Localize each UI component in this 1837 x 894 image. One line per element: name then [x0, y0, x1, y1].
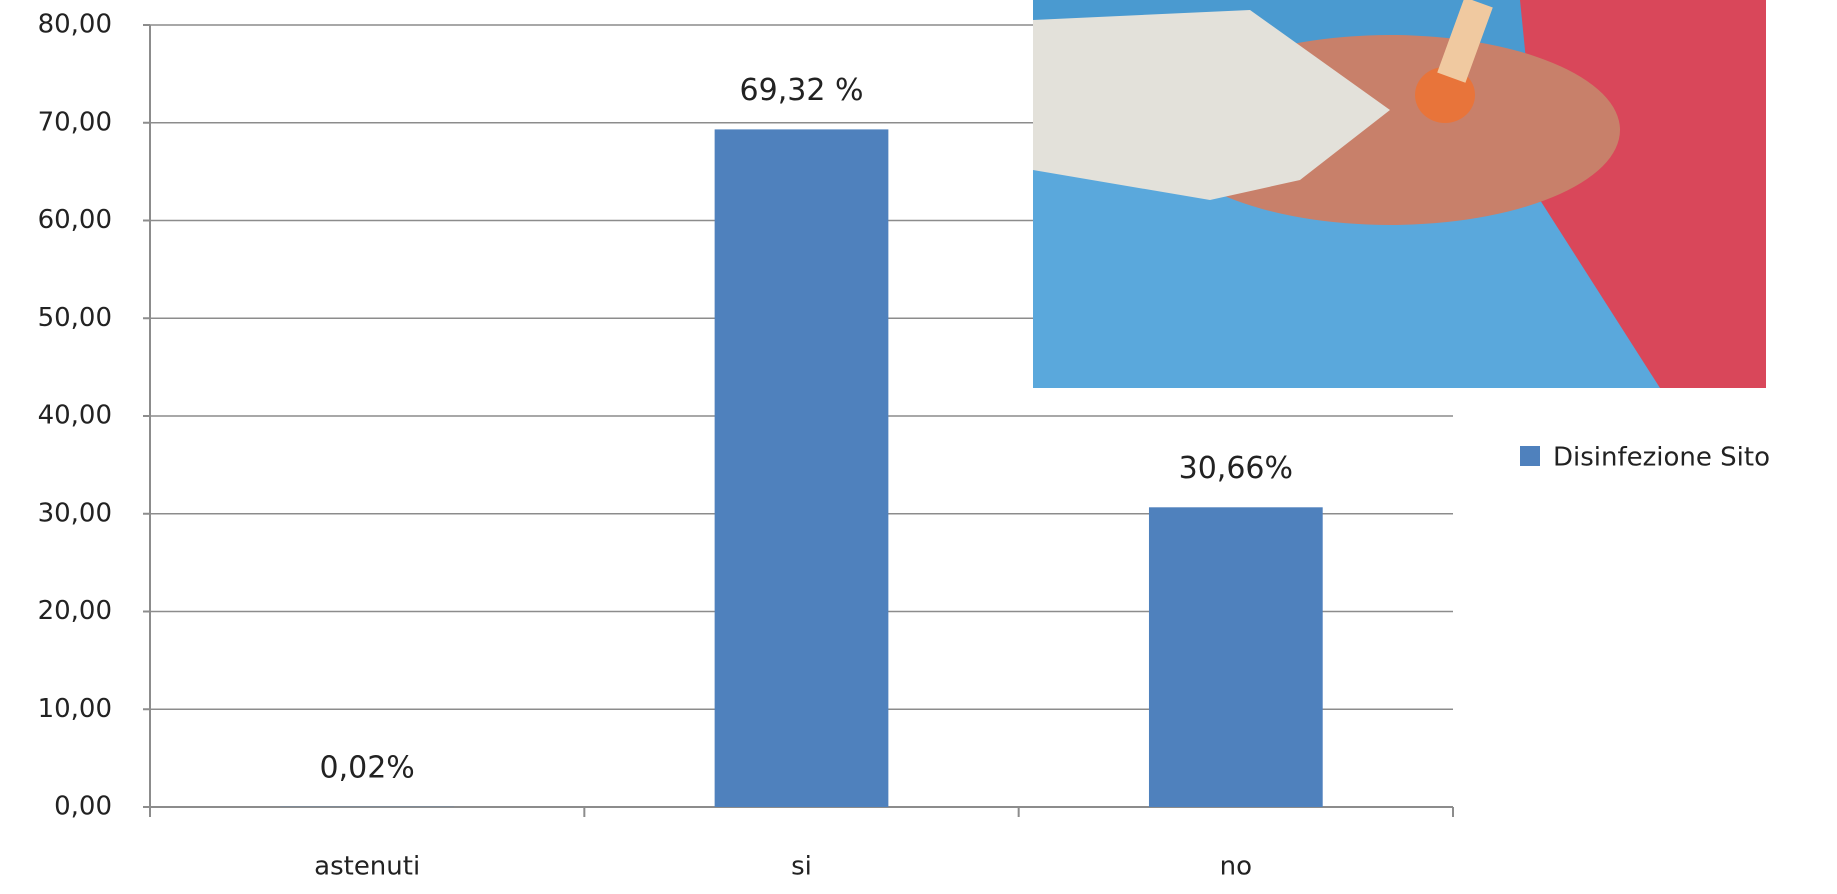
data-label: 69,32 %	[740, 73, 864, 108]
bar	[714, 129, 889, 808]
data-label: 30,66%	[1179, 451, 1293, 486]
y-tick-label: 60,00	[38, 205, 112, 235]
bar	[1148, 507, 1323, 807]
y-tick-label: 30,00	[38, 498, 112, 528]
y-tick-label: 80,00	[38, 10, 112, 40]
legend-label: Disinfezione Sito	[1553, 443, 1770, 473]
x-tick-label: astenuti	[314, 852, 420, 882]
data-label: 0,02%	[320, 750, 415, 785]
y-tick-label: 70,00	[38, 107, 112, 137]
y-tick-label: 0,00	[54, 792, 112, 822]
y-tick-label: 40,00	[38, 401, 112, 431]
legend-swatch	[1520, 446, 1540, 466]
y-tick-label: 20,00	[38, 596, 112, 626]
x-tick-label: si	[791, 852, 812, 882]
y-tick-label: 10,00	[38, 694, 112, 724]
x-tick-label: no	[1220, 852, 1252, 882]
y-tick-label: 50,00	[38, 303, 112, 333]
photo	[1033, 0, 1766, 388]
